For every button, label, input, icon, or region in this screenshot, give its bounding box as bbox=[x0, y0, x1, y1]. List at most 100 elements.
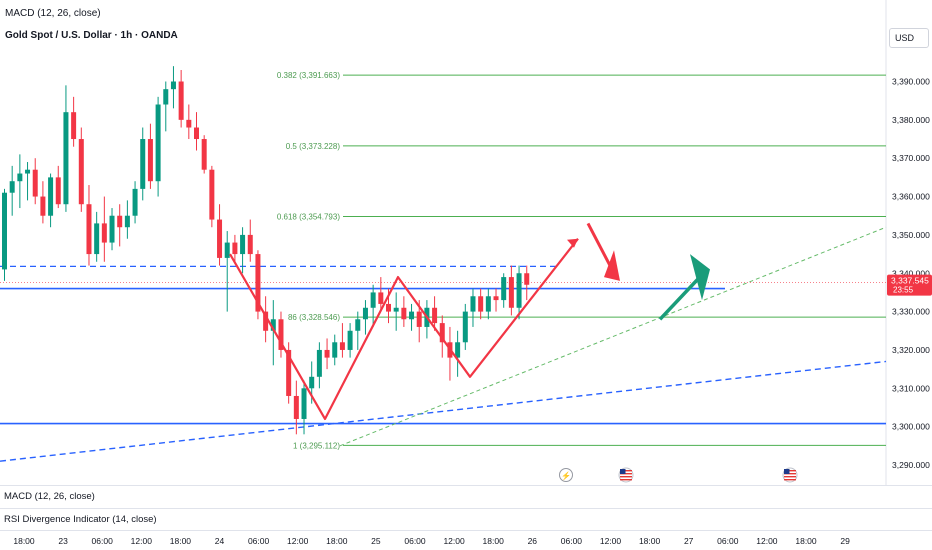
candle-body bbox=[293, 395, 299, 419]
candle-body bbox=[25, 169, 31, 174]
candle-body bbox=[94, 223, 100, 255]
event-flash-glyph: ⚡ bbox=[561, 471, 571, 481]
x-tick-label: 29 bbox=[840, 536, 850, 546]
event-flash-icon bbox=[559, 468, 573, 482]
candle-body bbox=[339, 342, 345, 350]
y-tick-label: 3,320.000 bbox=[892, 345, 930, 355]
y-tick-label: 3,350.000 bbox=[892, 230, 930, 240]
candle-body bbox=[393, 307, 399, 312]
candle-body bbox=[270, 319, 276, 331]
candle-body bbox=[247, 234, 253, 255]
macd-pane-label: MACD (12, 26, close) bbox=[4, 491, 95, 502]
candle-body bbox=[209, 169, 215, 220]
candle-body bbox=[370, 292, 376, 308]
up-arrow-shaft bbox=[658, 277, 700, 321]
time-axis-divider bbox=[0, 530, 932, 531]
symbol-title[interactable]: Gold Spot / U.S. Dollar · 1h · OANDA bbox=[5, 30, 178, 41]
countdown-label: 23:55 bbox=[893, 286, 914, 295]
fib-level-label: 0.382 (3,391.663) bbox=[277, 71, 340, 80]
indicator-top-label: MACD (12, 26, close) bbox=[5, 8, 101, 19]
candle-body bbox=[140, 139, 146, 189]
y-tick-label: 3,380.000 bbox=[892, 115, 930, 125]
candle-body bbox=[170, 81, 176, 90]
candle-body bbox=[324, 349, 330, 358]
candle-body bbox=[263, 311, 269, 331]
candle-body bbox=[224, 242, 230, 258]
candle-body bbox=[109, 215, 115, 243]
x-tick-label: 25 bbox=[371, 536, 381, 546]
x-tick-label: 23 bbox=[58, 536, 68, 546]
candle-body bbox=[217, 219, 223, 258]
x-tick-label: 18:00 bbox=[326, 536, 348, 546]
candle-body bbox=[347, 330, 353, 350]
x-tick-label: 12:00 bbox=[756, 536, 778, 546]
candle-body bbox=[332, 342, 338, 358]
y-tick-label: 3,370.000 bbox=[892, 153, 930, 163]
candle-body bbox=[232, 242, 238, 255]
x-tick-label: 18:00 bbox=[639, 536, 661, 546]
current-price-label: 3,337.545 bbox=[891, 276, 929, 286]
fib-level-label: 0.618 (3,354.793) bbox=[277, 213, 340, 222]
candle-body bbox=[194, 127, 199, 140]
x-tick-label: 12:00 bbox=[131, 536, 153, 546]
us-flag-icon bbox=[782, 467, 798, 483]
candle-body bbox=[48, 177, 54, 216]
x-tick-label: 06:00 bbox=[404, 536, 426, 546]
currency-button[interactable]: USD bbox=[889, 28, 929, 48]
candle-body bbox=[255, 254, 261, 312]
y-tick-label: 3,360.000 bbox=[892, 192, 930, 202]
up-arrow-head bbox=[690, 254, 710, 301]
x-tick-label: 18:00 bbox=[483, 536, 505, 546]
candle-body bbox=[178, 81, 184, 120]
y-tick-label: 3,390.000 bbox=[892, 77, 930, 87]
candle-body bbox=[286, 349, 292, 396]
candle-body bbox=[401, 307, 407, 320]
x-tick-label: 18:00 bbox=[13, 536, 35, 546]
candle-body bbox=[278, 319, 284, 350]
fib-level-label: 1 (3,295.112) bbox=[293, 441, 340, 450]
candle-body bbox=[55, 177, 61, 205]
candle-body bbox=[240, 234, 246, 255]
candle-body bbox=[378, 292, 384, 304]
x-tick-label: 06:00 bbox=[717, 536, 739, 546]
candle-body bbox=[186, 119, 192, 128]
pane-divider-1[interactable] bbox=[0, 485, 932, 486]
pattern-arrow-head bbox=[567, 238, 578, 248]
candle-body bbox=[316, 349, 322, 377]
candle-body bbox=[516, 273, 522, 308]
fib-level-label: 0.5 (3,373.228) bbox=[286, 142, 341, 151]
candle-body bbox=[201, 139, 207, 170]
y-tick-label: 3,340.000 bbox=[892, 268, 930, 278]
candle-body bbox=[155, 104, 161, 182]
fib-level-label: 86 (3,328.546) bbox=[288, 313, 340, 322]
y-tick-label: 3,300.000 bbox=[892, 422, 930, 432]
candle-body bbox=[470, 296, 476, 312]
us-flag-icon bbox=[618, 467, 634, 483]
candle-body bbox=[355, 319, 361, 331]
candle-body bbox=[124, 215, 130, 228]
pane-divider-2[interactable] bbox=[0, 508, 932, 509]
candle-body bbox=[485, 296, 491, 312]
x-tick-label: 12:00 bbox=[443, 536, 465, 546]
current-price-badge bbox=[887, 274, 932, 296]
x-tick-label: 24 bbox=[215, 536, 225, 546]
y-tick-label: 3,330.000 bbox=[892, 307, 930, 317]
candle-body bbox=[524, 273, 530, 285]
candle-body bbox=[416, 311, 422, 327]
x-tick-label: 18:00 bbox=[795, 536, 817, 546]
rsi-pane-label: RSI Divergence Indicator (14, close) bbox=[4, 514, 157, 525]
candle-body bbox=[32, 169, 38, 197]
blue-trend-line bbox=[0, 360, 887, 462]
candle-body bbox=[432, 307, 438, 324]
pattern-zigzag bbox=[229, 238, 579, 421]
x-tick-label: 06:00 bbox=[248, 536, 270, 546]
x-tick-label: 12:00 bbox=[600, 536, 622, 546]
candle-body bbox=[147, 139, 153, 182]
candle-body bbox=[132, 188, 138, 216]
x-tick-label: 27 bbox=[684, 536, 694, 546]
x-tick-label: 26 bbox=[528, 536, 538, 546]
candle-body bbox=[301, 388, 307, 419]
candle-body bbox=[78, 139, 84, 205]
